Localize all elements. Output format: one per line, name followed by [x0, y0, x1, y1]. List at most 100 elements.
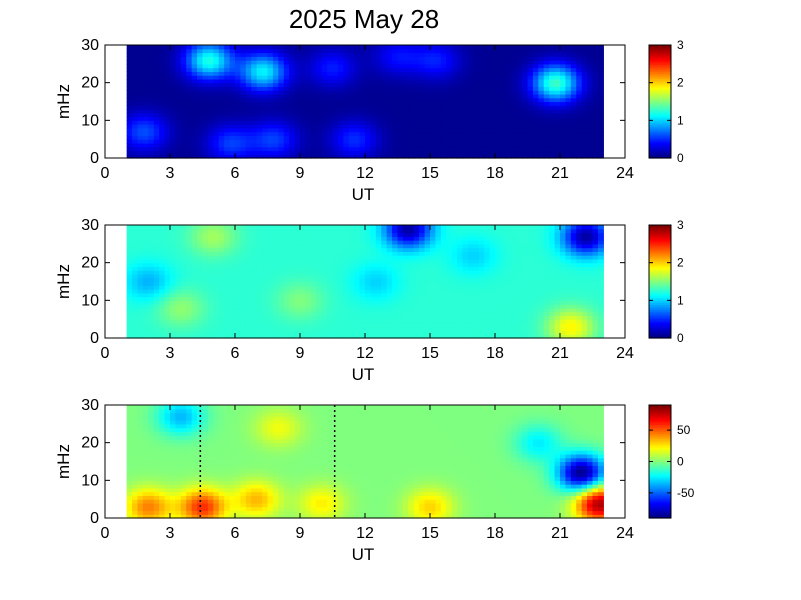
heatmap-cell [543, 82, 550, 88]
heatmap-cell [560, 67, 567, 72]
heatmap-cell [207, 105, 214, 110]
heatmap-cell [224, 262, 231, 268]
heatmap-cell [148, 78, 155, 84]
heatmap-cell [191, 292, 198, 298]
heatmap-cell [424, 277, 431, 283]
heatmap-cell [473, 93, 480, 99]
colorbar-step [649, 52, 671, 55]
heatmap-cell [283, 232, 290, 237]
heatmap-cell [137, 296, 144, 301]
heatmap-cell [511, 236, 518, 241]
heatmap-cell [256, 86, 263, 91]
heatmap-cell [316, 124, 323, 129]
heatmap-cell [132, 228, 139, 234]
x-tick-label: 9 [296, 165, 305, 182]
heatmap-cell [354, 243, 361, 249]
heatmap-cell [370, 266, 377, 271]
heatmap-cell [397, 285, 404, 290]
heatmap-cell [354, 105, 361, 110]
heatmap-cell [430, 146, 437, 152]
heatmap-cell [375, 296, 382, 301]
heatmap-cell [446, 247, 453, 252]
heatmap-cell [159, 296, 166, 301]
heatmap-cell [321, 236, 328, 241]
heatmap-cell [554, 101, 561, 106]
heatmap-cell [473, 228, 480, 234]
heatmap-cell [289, 240, 296, 245]
heatmap-cell [343, 139, 350, 144]
heatmap-cell [446, 319, 453, 324]
heatmap-cell [457, 247, 464, 252]
heatmap-cell [489, 251, 496, 256]
heatmap-cell [235, 78, 242, 84]
heatmap-cell [256, 251, 263, 256]
heatmap-cell [430, 296, 437, 301]
heatmap-cell [505, 154, 512, 159]
heatmap-cell [197, 300, 204, 305]
heatmap-cell [419, 86, 426, 91]
heatmap-cell [392, 236, 399, 241]
heatmap-cell [267, 243, 274, 249]
heatmap-cell [224, 243, 231, 249]
heatmap-cell [435, 296, 442, 301]
heatmap-cell [495, 322, 502, 328]
heatmap-cell [511, 82, 518, 88]
heatmap-cell [484, 93, 491, 99]
heatmap-cell [332, 56, 339, 61]
heatmap-cell [467, 78, 474, 84]
heatmap-cell [467, 273, 474, 279]
heatmap-cell [516, 251, 523, 256]
heatmap-cell [365, 255, 372, 260]
heatmap-cell [576, 45, 583, 50]
heatmap-cell [495, 63, 502, 69]
heatmap-cell [473, 281, 480, 286]
heatmap-cell [478, 90, 485, 95]
colorbar-tick-label: 2 [677, 76, 684, 90]
heatmap-cell [386, 135, 393, 140]
heatmap-cell [489, 90, 496, 95]
heatmap-cell [370, 304, 377, 309]
heatmap-cell [489, 292, 496, 298]
heatmap-cell [153, 236, 160, 241]
heatmap-cell [565, 93, 572, 99]
heatmap-cell [213, 86, 220, 91]
heatmap-cell [164, 304, 171, 309]
heatmap-cell [397, 292, 404, 298]
heatmap-cell [256, 45, 263, 50]
heatmap-cell [180, 127, 187, 133]
heatmap-cell [294, 127, 301, 133]
heatmap-cell [321, 139, 328, 144]
heatmap-cell [224, 67, 231, 72]
heatmap-cell [337, 300, 344, 305]
heatmap-cell [516, 330, 523, 335]
heatmap-cell [489, 60, 496, 65]
heatmap-cell [218, 322, 225, 328]
heatmap-cell [175, 258, 182, 264]
heatmap-cell [440, 116, 447, 121]
heatmap-cell [370, 326, 377, 332]
heatmap-cell [256, 334, 263, 339]
heatmap-cell [316, 48, 323, 54]
heatmap-cell [348, 101, 355, 106]
heatmap-cell [332, 319, 339, 324]
heatmap-cell [424, 142, 431, 148]
heatmap-cell [500, 251, 507, 256]
heatmap-cell [484, 300, 491, 305]
heatmap-cell [343, 45, 350, 50]
heatmap-cell [597, 101, 604, 106]
heatmap-cell [408, 289, 415, 294]
heatmap-cell [408, 120, 415, 125]
heatmap-cell [267, 105, 274, 110]
heatmap-cell [543, 120, 550, 125]
heatmap-cell [132, 319, 139, 324]
heatmap-cell [218, 326, 225, 332]
heatmap-cell [375, 255, 382, 260]
heatmap-cell [446, 307, 453, 313]
heatmap-cell [202, 266, 209, 271]
heatmap-cell [229, 247, 236, 252]
heatmap-cell [186, 109, 193, 114]
heatmap-cell [532, 127, 539, 133]
heatmap-cell [467, 142, 474, 148]
heatmap-cell [505, 243, 512, 249]
heatmap-cell [186, 251, 193, 256]
